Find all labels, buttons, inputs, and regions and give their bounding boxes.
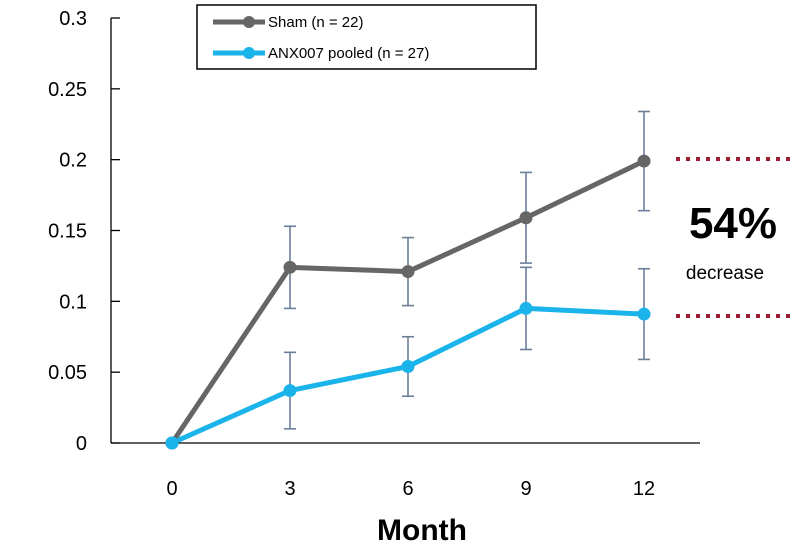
- y-tick-label: 0.3: [59, 8, 87, 30]
- data-point: [637, 154, 651, 168]
- y-axis: 0 0.05 0.1 0.15 0.2 0.25 0.3: [48, 8, 120, 455]
- annotation-percent: 54%: [689, 199, 777, 248]
- y-tick-label: 0.05: [48, 362, 87, 384]
- y-tick-label: 0.15: [48, 221, 87, 243]
- data-point: [165, 436, 179, 450]
- x-tick-label: 0: [166, 478, 177, 500]
- data-point: [519, 211, 533, 225]
- legend: Sham (n = 22) ANX007 pooled (n = 27): [196, 4, 537, 70]
- x-axis-title: Month: [377, 514, 467, 547]
- data-point: [519, 301, 533, 315]
- x-tick-label: 9: [520, 478, 531, 500]
- data-point: [401, 265, 415, 279]
- data-point: [401, 360, 415, 373]
- x-tick-label: 12: [633, 478, 655, 500]
- legend-box: [196, 4, 537, 70]
- y-tick-label: 0.2: [59, 150, 87, 172]
- y-tick-label: 0.1: [59, 291, 87, 313]
- x-tick-label: 3: [284, 478, 295, 500]
- data-point: [283, 260, 297, 274]
- data-point: [637, 307, 651, 321]
- legend-swatch-marker: [243, 16, 255, 28]
- data-point: [283, 384, 297, 398]
- y-tick-label: 0: [76, 433, 87, 455]
- x-axis: 0 3 6 9 12: [111, 442, 700, 500]
- annotation-label: decrease: [686, 263, 764, 284]
- x-tick-label: 6: [402, 478, 413, 500]
- decrease-annotation: 54% decrease: [676, 157, 794, 318]
- legend-label: ANX007 pooled (n = 27): [268, 45, 429, 62]
- legend-label: Sham (n = 22): [268, 14, 363, 31]
- legend-swatch-marker: [243, 47, 255, 59]
- series-points: [165, 154, 651, 450]
- y-tick-label: 0.25: [48, 79, 87, 101]
